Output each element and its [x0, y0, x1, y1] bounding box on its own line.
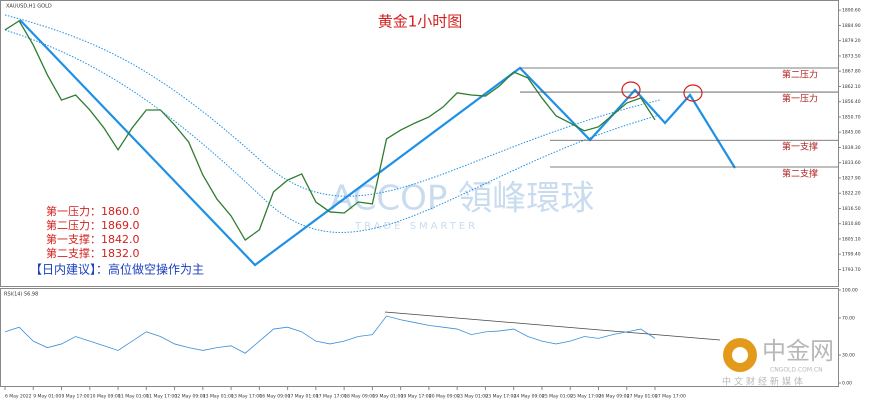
x-tick-label: 19 May 17:00 — [401, 394, 432, 400]
rsi-title: RSI(14) 56.98 — [4, 292, 38, 298]
x-tick-label: 17 May 01:00 — [288, 394, 319, 400]
level-label: 第一压力 — [782, 93, 818, 105]
advice: 【日内建议】：高位做空操作为主 — [30, 262, 204, 277]
level-label: 第一支撑 — [782, 141, 818, 153]
watermark-brand: ACCOP 領峰環球 — [330, 179, 594, 219]
y-tick-label: 1856.40 — [842, 99, 861, 105]
rsi-panel — [0, 288, 839, 387]
y-tick-label: 1793.70 — [842, 267, 861, 273]
y-tick-label: 1850.70 — [842, 114, 861, 120]
x-tick-label: 13 May 17:00 — [231, 394, 262, 400]
note: 第二压力：1869.0 — [46, 218, 140, 232]
x-tick-label: 27 May 17:00 — [655, 394, 686, 400]
y-tick-label: 100.00 — [842, 288, 858, 294]
rsi-trend-line — [384, 311, 721, 341]
x-tick-label: 23 May 17:00 — [485, 394, 516, 400]
y-tick-label: 1816.50 — [842, 206, 861, 212]
price-line — [4, 315, 656, 354]
x-tick-label: 18 May 09:00 — [344, 394, 375, 400]
level-label: 第二压力 — [782, 68, 818, 80]
x-tick-label: 12 May 09:00 — [175, 394, 206, 400]
y-tick-label: 1827.90 — [842, 175, 861, 181]
price-line — [4, 19, 656, 241]
y-tick-label: 30.00 — [842, 353, 855, 359]
logo-name: 中金网 — [762, 337, 834, 365]
x-tick-label: 9 May 17:00 — [62, 394, 90, 400]
x-tick-label: 11 May 01:00 — [118, 394, 149, 400]
y-tick-label: 1810.80 — [842, 221, 861, 227]
symbol: XAUUSD,H1 GOLD — [6, 4, 52, 10]
y-tick-label: 1833.60 — [842, 160, 861, 166]
x-tick-label: 13 May 01:00 — [203, 394, 234, 400]
level-label: 第二支撑 — [782, 167, 818, 179]
y-tick-label: 70.00 — [842, 315, 855, 321]
chart-title: 黄金1小时图 — [378, 13, 463, 31]
x-tick-label: 19 May 01:00 — [372, 394, 403, 400]
y-tick-label: 1799.40 — [842, 252, 861, 258]
y-tick-label: 1884.90 — [842, 23, 861, 29]
channel-lower — [4, 29, 661, 233]
x-tick-label: 16 May 09:00 — [259, 394, 290, 400]
x-tick-label: 25 May 01:00 — [542, 394, 573, 400]
y-tick-label: 1862.10 — [842, 84, 861, 90]
note: 第二支撑：1832.0 — [46, 246, 140, 260]
y-tick-label: 1879.20 — [842, 38, 861, 44]
x-tick-label: 6 May 2022 — [5, 394, 32, 400]
x-tick-label: 9 May 01:00 — [33, 394, 61, 400]
y-tick-label: 1839.30 — [842, 145, 861, 151]
price-panel — [0, 0, 839, 287]
y-tick-label: 1867.80 — [842, 69, 861, 75]
circle-marker — [621, 81, 641, 99]
channel-upper — [4, 14, 661, 197]
y-tick-label: 1873.50 — [842, 53, 861, 59]
y-tick-label: 1822.20 — [842, 191, 861, 197]
x-tick-label: 25 May 17:00 — [570, 394, 601, 400]
x-tick-label: 20 May 09:00 — [429, 394, 460, 400]
notes: 第一压力：1860.0 第二压力：1869.0 第一支撑：1842.0 第二支撑… — [46, 204, 140, 260]
x-tick-label: 10 May 09:00 — [90, 394, 121, 400]
y-tick-label: 1845.00 — [842, 130, 861, 136]
y-tick-label: 1890.60 — [842, 8, 861, 14]
x-tick-label: 24 May 09:00 — [514, 394, 545, 400]
logo-icon-inner — [732, 347, 748, 363]
note: 第一支撑：1842.0 — [46, 232, 140, 246]
x-tick-label: 26 May 09:00 — [598, 394, 629, 400]
y-tick-label: 0.00 — [842, 381, 852, 387]
y-tick-label: 1805.10 — [842, 236, 861, 242]
watermark-slogan: TRADE SMARTER — [354, 221, 478, 232]
note: 第一压力：1860.0 — [46, 204, 140, 218]
channel-lines — [4, 14, 661, 233]
x-tick-label: 11 May 17:00 — [146, 394, 177, 400]
x-tick-label: 27 May 01:00 — [627, 394, 658, 400]
logo-tagline: 中文财经新媒体 — [722, 376, 806, 388]
x-tick-label: 17 May 17:00 — [316, 394, 347, 400]
logo-url: CNGOLD.COM.CN — [770, 367, 823, 374]
circle-marker — [683, 84, 703, 102]
x-tick-label: 23 May 01:00 — [457, 394, 488, 400]
